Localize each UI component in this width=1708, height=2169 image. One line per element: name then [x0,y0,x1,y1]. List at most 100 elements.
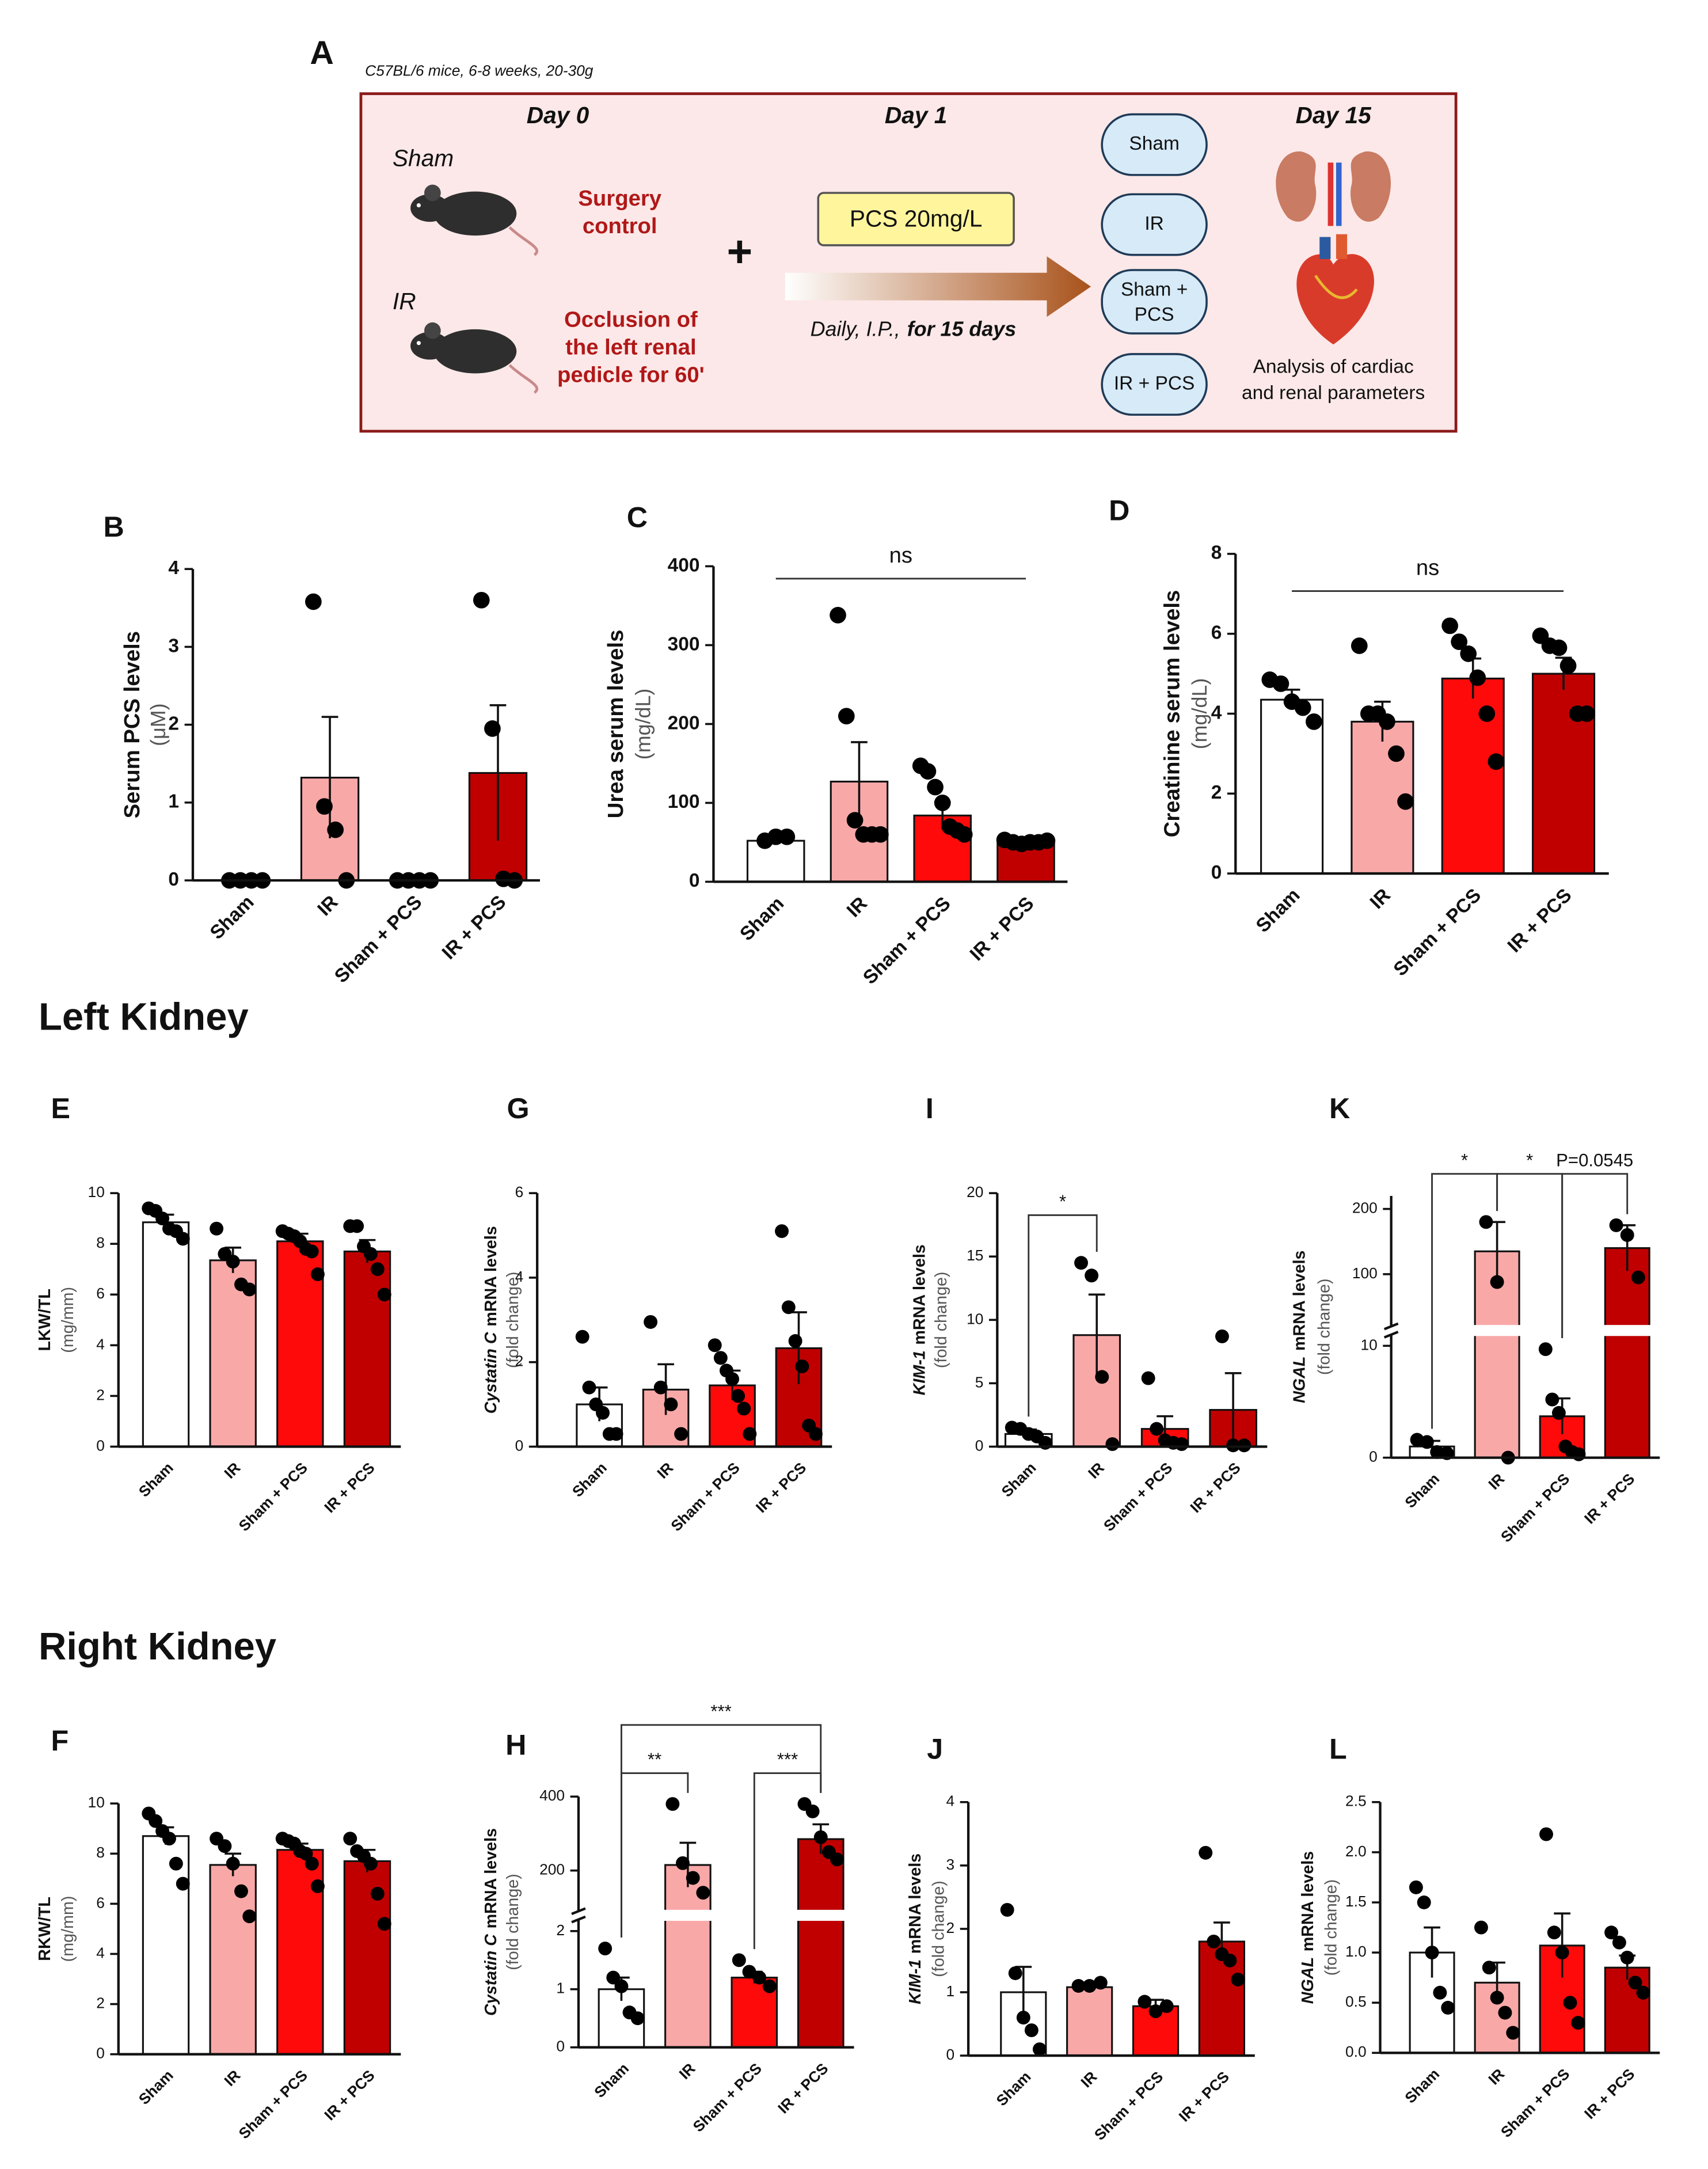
data-point [1604,1925,1619,1940]
y-axis-unit: (mg/dL) [632,689,655,760]
data-point [1441,2000,1455,2015]
data-point [1460,645,1477,662]
y-axis-unit: (fold change) [929,1881,948,1977]
x-tick-label: Sham + PCS [235,2067,311,2142]
schedule-text: Daily, I.P., [811,318,900,341]
panel-letter: K [1329,1092,1350,1125]
chart: H Cystatin C mRNA levels (fold change) 0 1 2 20… [482,1701,854,2136]
y-tick-label: 8 [96,1844,105,1861]
error-bar [1088,1293,1105,1376]
error-bar [1224,1372,1242,1447]
data-point [664,1397,678,1412]
data-point [218,1839,232,1853]
data-point [1016,2011,1030,2024]
data-point [872,826,889,843]
y-tick-label: 1 [556,1980,565,1997]
bar [142,1835,190,2056]
bar [1604,1966,1650,2054]
bar [1441,677,1505,875]
y-tick-label: 2 [96,1386,105,1403]
x-tick-label: Sham + PCS [859,893,954,989]
data-point [1226,1438,1241,1453]
x-tick-label: IR + PCS [966,893,1039,966]
arm-box [1101,353,1208,416]
data-point [813,1830,828,1844]
gene-name: NGAL [1290,1357,1308,1403]
data-point [1039,832,1056,849]
y-tick-label: 4 [96,1944,105,1961]
data-point [1563,1996,1577,2010]
group-desc: Surgery [578,186,661,211]
x-tick-label: IR [1085,1459,1108,1482]
data-point [606,1970,621,1985]
data-point [305,1244,319,1259]
y-tick-label: 6 [515,1183,524,1201]
data-point [598,1942,613,1956]
axis-break [1380,1325,1660,1336]
y-tick-label: 10 [1360,1336,1377,1353]
panel-letter: B [103,511,124,543]
y-tick-label: 6 [1211,622,1222,644]
data-point [1207,1934,1221,1948]
schematic-frame [359,92,1458,433]
data-point [1636,1985,1650,2000]
data-point [830,1852,845,1867]
data-point [1379,713,1395,730]
data-point [1000,1902,1014,1917]
data-point [226,1255,240,1269]
y-axis-label-text: mRNA levels [482,1828,500,1928]
y-axis-unit: (fold change) [504,1874,522,1970]
y-axis-label-text: mRNA levels [906,1853,925,1954]
data-point [1488,753,1505,770]
y-tick-label: 4 [96,1335,105,1353]
arm-label: PCS [1135,304,1174,325]
data-point [149,1814,163,1828]
group-desc: Occlusion of [564,307,698,332]
y-tick-label: 0 [556,2038,565,2055]
data-point [737,1401,751,1416]
significance-label: * [1059,1191,1066,1211]
y-axis-label-text: Serum PCS levels [120,631,144,818]
y-axis-unit: (mg/mm) [59,1287,77,1353]
bar [1604,1247,1650,1459]
data-point [956,826,973,843]
data-point [1074,1256,1089,1270]
y-tick-label: 6 [96,1894,105,1911]
data-point [363,1247,378,1261]
y-tick-label: 0 [975,1437,984,1454]
arm-box [1101,269,1208,335]
data-point [1272,675,1289,692]
x-tick-label: Sham + PCS [1497,2065,1573,2141]
data-point [1551,1406,1566,1420]
y-tick-label: 400 [539,1787,565,1804]
data-point [934,795,951,811]
data-point [752,1970,767,1985]
significance-bracket [620,1724,822,1938]
data-point [1478,705,1496,722]
y-axis-label: Urea serum levels [603,630,628,819]
arm-box [1101,193,1208,256]
x-tick-label: IR [843,893,872,922]
significance-label: ns [889,543,912,568]
y-axis [1383,1195,1399,1458]
y-tick-label: 0 [946,2046,955,2063]
data-point [696,1886,710,1900]
data-point [234,1884,248,1898]
panel-letter: D [1109,494,1129,526]
data-point [1620,1950,1634,1965]
data-point [1231,1973,1245,1986]
x-tick-label: IR + PCS [321,1459,378,1516]
bar [142,1221,190,1448]
y-axis-label-text: mRNA levels [1290,1251,1308,1351]
bar [746,840,805,883]
subtitle: C57BL/6 mice, 6-8 weeks, 20-30g [365,62,594,79]
data-point [707,1338,722,1353]
group-desc: control [583,214,657,238]
group-desc: the left renal [565,335,697,359]
data-point [919,763,937,780]
heart-icon [1296,234,1374,345]
y-tick-label: 1 [168,791,179,812]
y-tick-label: 10 [88,1183,105,1201]
schedule-bold: for 15 days [907,318,1016,341]
y-tick-label: 2.0 [1345,1843,1367,1860]
